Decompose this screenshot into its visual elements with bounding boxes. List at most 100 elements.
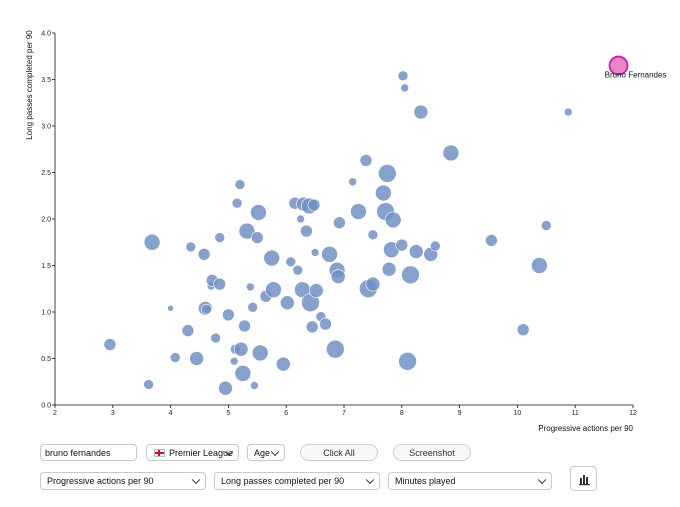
player-point[interactable]	[197, 248, 211, 261]
player-point[interactable]	[408, 244, 424, 259]
player-point[interactable]	[398, 351, 417, 371]
player-point[interactable]	[222, 308, 235, 322]
player-point[interactable]	[310, 248, 320, 257]
y-tick-label: 2.0	[41, 217, 51, 224]
player-point[interactable]	[442, 144, 460, 162]
player-point[interactable]	[229, 356, 239, 366]
player-point[interactable]	[430, 240, 441, 252]
player-point[interactable]	[210, 332, 221, 344]
y-tick-label: 3.5	[41, 77, 51, 84]
highlighted-player-label: Bruno Fernandes	[605, 71, 667, 80]
player-point[interactable]	[169, 352, 181, 363]
player-point[interactable]	[231, 197, 243, 209]
player-point[interactable]	[143, 379, 154, 390]
x-metric-select-value: Progressive actions per 90	[47, 476, 154, 486]
y-metric-select[interactable]: Long passes completed per 90	[214, 472, 380, 490]
player-point[interactable]	[321, 246, 338, 263]
age-select[interactable]: Age	[247, 444, 285, 461]
player-point[interactable]	[397, 70, 409, 82]
player-point[interactable]	[413, 104, 429, 120]
player-point[interactable]	[395, 238, 409, 252]
player-point[interactable]	[213, 277, 227, 291]
player-point[interactable]	[143, 233, 161, 251]
player-point[interactable]	[218, 380, 233, 396]
player-point[interactable]	[401, 265, 420, 285]
x-tick-label: 6	[284, 410, 288, 417]
player-point[interactable]	[381, 261, 397, 277]
screenshot-button[interactable]: Screenshot	[393, 444, 471, 461]
size-metric-select[interactable]: Minutes played	[388, 472, 552, 490]
player-point[interactable]	[531, 257, 548, 274]
player-point[interactable]	[333, 216, 346, 230]
chart-type-button[interactable]	[570, 466, 597, 491]
england-flag-icon	[154, 448, 165, 457]
player-point[interactable]	[540, 220, 552, 231]
click-all-button[interactable]: Click All	[300, 444, 378, 461]
player-point[interactable]	[250, 204, 267, 221]
player-point[interactable]	[292, 264, 304, 276]
player-point[interactable]	[384, 211, 402, 229]
player-point[interactable]	[201, 303, 212, 315]
player-point[interactable]	[308, 283, 324, 298]
player-point[interactable]	[367, 229, 379, 241]
player-point[interactable]	[359, 154, 373, 167]
player-point[interactable]	[296, 214, 305, 224]
player-point[interactable]	[285, 256, 297, 268]
player-point[interactable]	[485, 234, 498, 247]
player-point[interactable]	[185, 241, 197, 253]
player-point[interactable]	[234, 365, 252, 382]
player-point[interactable]	[348, 177, 357, 187]
player-point[interactable]	[250, 381, 259, 390]
y-tick-label: 0.5	[41, 356, 51, 363]
player-point[interactable]	[250, 231, 264, 244]
x-tick-label: 3	[111, 410, 115, 417]
chevron-down-icon	[270, 447, 280, 456]
y-metric-select-value: Long passes completed per 90	[221, 476, 345, 486]
player-point[interactable]	[516, 323, 530, 336]
y-tick-label: 1.0	[41, 310, 51, 317]
player-point[interactable]	[103, 338, 117, 351]
y-axis-ticks: 0.0 0.5 1.0 1.5 2.0 2.5 3.0 3.5 4.0	[41, 31, 55, 410]
x-tick-label: 12	[629, 410, 637, 417]
player-point[interactable]	[276, 356, 291, 372]
player-point[interactable]	[378, 164, 397, 183]
player-point[interactable]	[350, 203, 367, 220]
player-point[interactable]	[400, 83, 409, 93]
player-point[interactable]	[265, 281, 282, 298]
player-point[interactable]	[263, 249, 281, 267]
player-point[interactable]	[330, 269, 346, 284]
x-tick-label: 2	[53, 410, 57, 417]
x-metric-select[interactable]: Progressive actions per 90	[40, 472, 206, 490]
player-point[interactable]	[251, 344, 269, 362]
player-point[interactable]	[375, 184, 392, 202]
y-tick-label: 0.0	[41, 403, 51, 410]
player-point[interactable]	[326, 339, 345, 359]
player-point[interactable]	[247, 302, 258, 313]
highlighted-player[interactable]: Bruno Fernandes	[605, 55, 667, 80]
player-point[interactable]	[280, 295, 295, 311]
league-select[interactable]: Premier League	[146, 444, 239, 461]
x-tick-label: 5	[226, 410, 230, 417]
player-point[interactable]	[189, 351, 204, 366]
player-point[interactable]	[365, 276, 381, 292]
player-point[interactable]	[238, 319, 251, 333]
player-point[interactable]	[319, 317, 332, 331]
player-point[interactable]	[307, 198, 321, 212]
player-point[interactable]	[233, 341, 249, 357]
player-point[interactable]	[238, 222, 256, 240]
player-point[interactable]	[181, 324, 195, 337]
player-point[interactable]	[214, 232, 226, 243]
x-tick-label: 9	[458, 410, 462, 417]
x-tick-label: 11	[572, 410, 579, 417]
player-search-input[interactable]: bruno fernandes	[40, 444, 137, 461]
player-point[interactable]	[563, 107, 573, 117]
player-point[interactable]	[246, 282, 255, 292]
player-point[interactable]	[167, 304, 174, 312]
y-tick-label: 3.0	[41, 124, 51, 131]
league-select-value: Premier League	[169, 447, 234, 458]
x-tick-label: 8	[400, 410, 404, 417]
player-point[interactable]	[305, 320, 319, 334]
player-point[interactable]	[234, 179, 246, 190]
player-point[interactable]	[300, 224, 313, 238]
highlighted-player-point[interactable]	[608, 55, 629, 76]
